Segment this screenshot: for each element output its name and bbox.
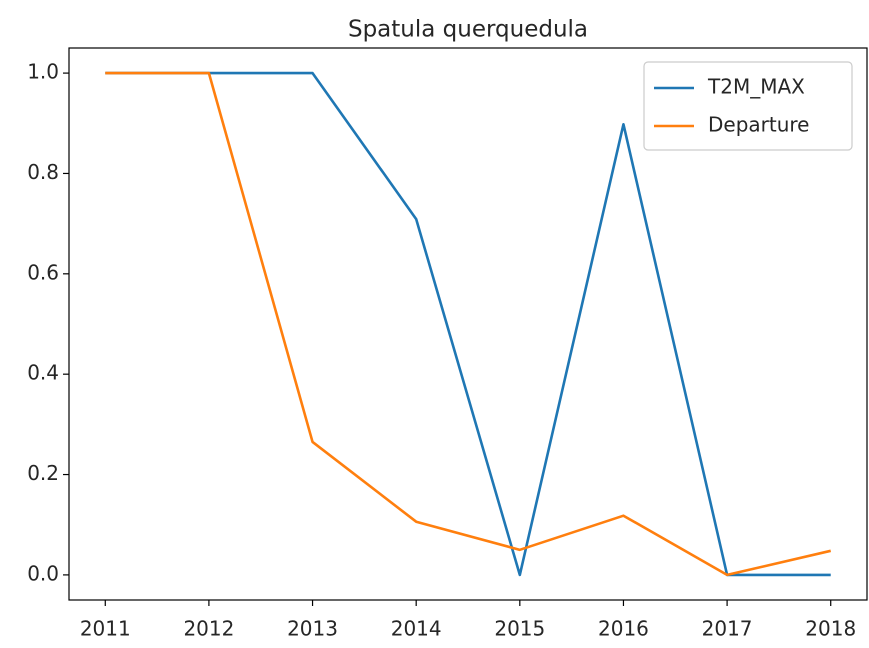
- y-tick-label: 0.2: [27, 461, 59, 485]
- x-tick-label: 2018: [805, 617, 856, 641]
- plot-frame: [68, 47, 868, 601]
- x-tick-label: 2017: [702, 617, 753, 641]
- legend-label: Departure: [708, 113, 809, 137]
- x-tick-label: 2016: [598, 617, 649, 641]
- y-tick-label: 0.0: [27, 561, 59, 585]
- x-tick-label: 2012: [183, 617, 234, 641]
- x-tick-label: 2013: [287, 617, 338, 641]
- chart-title: Spatula querquedula: [348, 17, 588, 43]
- x-tick-label: 2015: [494, 617, 545, 641]
- legend-box: [643, 61, 853, 151]
- x-tick-label: 2014: [391, 617, 442, 641]
- x-tick-label: 2011: [80, 617, 131, 641]
- y-tick-label: 0.4: [27, 361, 59, 385]
- y-tick-label: 0.8: [27, 160, 59, 184]
- series-line: [105, 71, 832, 577]
- y-tick-label: 0.6: [27, 260, 59, 284]
- y-tick-label: 1.0: [27, 60, 59, 84]
- series-line: [105, 71, 831, 577]
- legend-label: T2M_MAX: [707, 75, 805, 99]
